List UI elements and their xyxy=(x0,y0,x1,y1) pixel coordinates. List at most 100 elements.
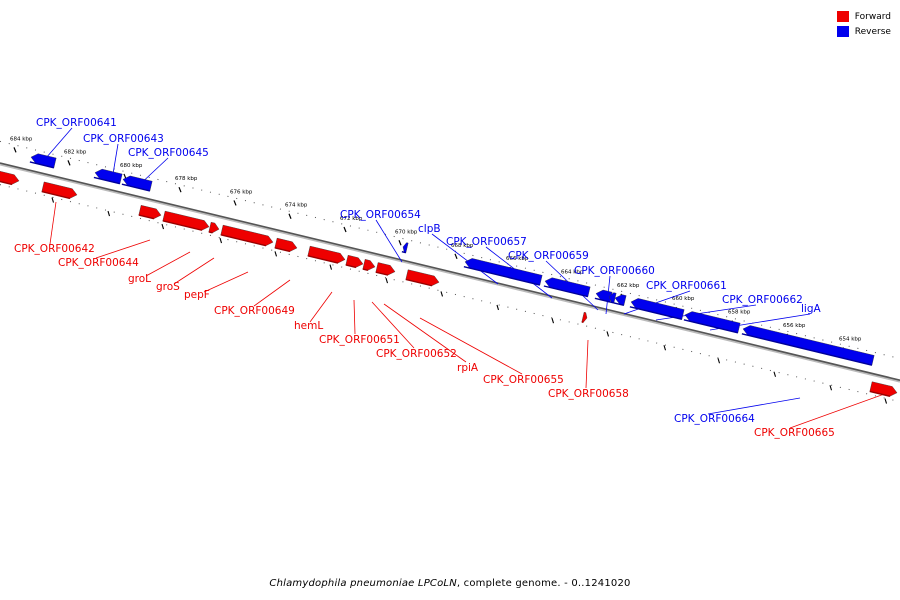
gene-leader-line xyxy=(253,279,291,307)
gene-arrow-edge xyxy=(345,264,357,269)
gene-arrow-edge xyxy=(138,214,155,220)
gene-arrow-edge xyxy=(629,306,683,320)
gene-leader-line xyxy=(707,397,801,415)
kbp-minor-tick xyxy=(663,345,667,351)
gene-arrow-edge xyxy=(607,300,615,304)
gene-arrow-edge xyxy=(162,220,203,231)
kbp-tick-label: 674 kbp xyxy=(285,203,308,209)
gene-labels: CPK_ORF00641 CPK_ORF00643 CPK_ORF00645 CPK_… xyxy=(14,117,835,439)
gene-leader-line xyxy=(383,303,467,363)
gene-label: CPK_ORF00662 xyxy=(722,294,803,306)
gene-label: pepF xyxy=(184,289,210,301)
kbp-tick-mark xyxy=(13,147,17,153)
gene-label: CPK_ORF00659 xyxy=(508,250,589,262)
gene-leader-line xyxy=(203,271,249,293)
gene-arrow-edge xyxy=(121,183,151,192)
gene-arrow-edge xyxy=(869,390,891,397)
forward-gene-arrow xyxy=(307,245,346,264)
gene-label: CPK_ORF00660 xyxy=(574,265,655,277)
forward-gene-arrow xyxy=(220,224,274,246)
forward-gene-arrow xyxy=(581,311,588,323)
kbp-tick-label: 678 kbp xyxy=(175,176,198,182)
gene-arrow-edge xyxy=(463,266,541,286)
strand-legend: Forward Reverse xyxy=(836,9,891,39)
gene-label: CPK_ORF00642 xyxy=(14,243,95,255)
gene-leader-line xyxy=(95,239,151,259)
gene-leader-line xyxy=(371,301,415,349)
gene-leader-line xyxy=(49,201,57,245)
kbp-minor-tick xyxy=(829,385,833,391)
gene-arrow-edge xyxy=(208,231,213,234)
gene-label: CPK_ORF00652 xyxy=(376,348,457,360)
kbp-tick-label: 680 kbp xyxy=(120,163,143,169)
reverse-gene-arrow xyxy=(402,242,409,253)
gene-arrows xyxy=(0,153,898,397)
gene-label: clpB xyxy=(418,223,441,235)
gene-label: CPK_ORF00664 xyxy=(674,413,755,425)
gene-leader-line xyxy=(45,127,73,159)
kbp-tick-mark xyxy=(343,226,347,233)
kbp-tick-label: 664 kbp xyxy=(561,269,584,275)
gene-leader-line xyxy=(375,219,403,263)
gene-leader-line xyxy=(145,251,191,277)
kbp-tick-mark xyxy=(67,160,71,166)
forward-gene-arrow xyxy=(274,237,298,252)
genome-backbone xyxy=(0,162,900,383)
kbp-minor-tick xyxy=(274,251,278,257)
gene-arrow-edge xyxy=(683,319,739,334)
gene-leader-line xyxy=(585,339,589,389)
legend-item-reverse: Reverse xyxy=(836,24,891,39)
kbp-tick-mark xyxy=(233,200,237,206)
kbp-minor-tick xyxy=(717,358,721,364)
kbp-tick-mark xyxy=(454,253,458,260)
forward-gene-arrow xyxy=(162,210,210,231)
kbp-tick-label: 670 kbp xyxy=(395,229,418,235)
reverse-gene-arrow xyxy=(614,294,627,306)
kbp-tick-label: 684 kbp xyxy=(10,136,33,142)
gene-arrow-edge xyxy=(307,255,339,264)
reverse-gene-arrow xyxy=(94,168,123,184)
gene-label: CPK_ORF00654 xyxy=(340,209,421,221)
kbp-tick-mark xyxy=(398,240,402,246)
gene-label: CPK_ORF00658 xyxy=(548,388,629,400)
gene-arrow-edge xyxy=(405,278,433,287)
gene-label: CPK_ORF00645 xyxy=(128,147,209,159)
gene-leader-line xyxy=(419,317,523,375)
legend-label-reverse: Reverse xyxy=(854,26,891,37)
gene-label: CPK_ORF00665 xyxy=(754,427,835,439)
gene-arrow-edge xyxy=(41,190,71,200)
gene-arrow-edge xyxy=(543,285,589,298)
kbp-tick-label: 656 kbp xyxy=(783,323,806,329)
kbp-minor-tick xyxy=(51,197,55,203)
gene-label: CPK_ORF00649 xyxy=(214,305,295,317)
reverse-gene-arrow xyxy=(630,298,685,320)
gene-arrow-edge xyxy=(401,251,407,254)
forward-gene-arrow xyxy=(375,262,396,276)
kbp-minor-tick xyxy=(773,371,777,377)
gene-label: groS xyxy=(156,281,180,293)
gene-arrow-edge xyxy=(29,161,55,169)
forward-gene-arrow xyxy=(41,181,78,199)
kbp-tick-label: 658 kbp xyxy=(728,310,751,316)
kbp-tick-label: 672 kbp xyxy=(340,216,363,222)
gene-arrow-edge xyxy=(93,176,121,185)
kbp-tick-label: 654 kbp xyxy=(839,336,862,342)
kbp-minor-tick xyxy=(551,318,555,324)
gene-label: ligA xyxy=(801,303,821,315)
reverse-gene-arrow xyxy=(595,289,613,303)
gene-label: CPK_ORF00661 xyxy=(646,280,727,292)
reverse-gene-arrow xyxy=(30,153,57,169)
gene-label: CPK_ORF00644 xyxy=(58,257,139,269)
kbp-tick-label: 676 kbp xyxy=(230,189,253,195)
kbp-minor-tick xyxy=(219,237,223,244)
forward-gene-arrow xyxy=(405,269,440,286)
kbp-minor-tick xyxy=(884,398,888,404)
legend-item-forward: Forward xyxy=(836,9,891,24)
gene-label: CPK_ORF00641 xyxy=(36,117,117,129)
caption-organism: Chlamydophila pneumoniae LPCoLN xyxy=(269,578,457,589)
kbp-minor-tick xyxy=(496,304,500,311)
gene-label: CPK_ORF00657 xyxy=(446,236,527,248)
kbp-tick-mark xyxy=(178,186,182,193)
reverse-gene-arrow xyxy=(464,258,543,286)
gene-label: rpiA xyxy=(457,362,479,374)
